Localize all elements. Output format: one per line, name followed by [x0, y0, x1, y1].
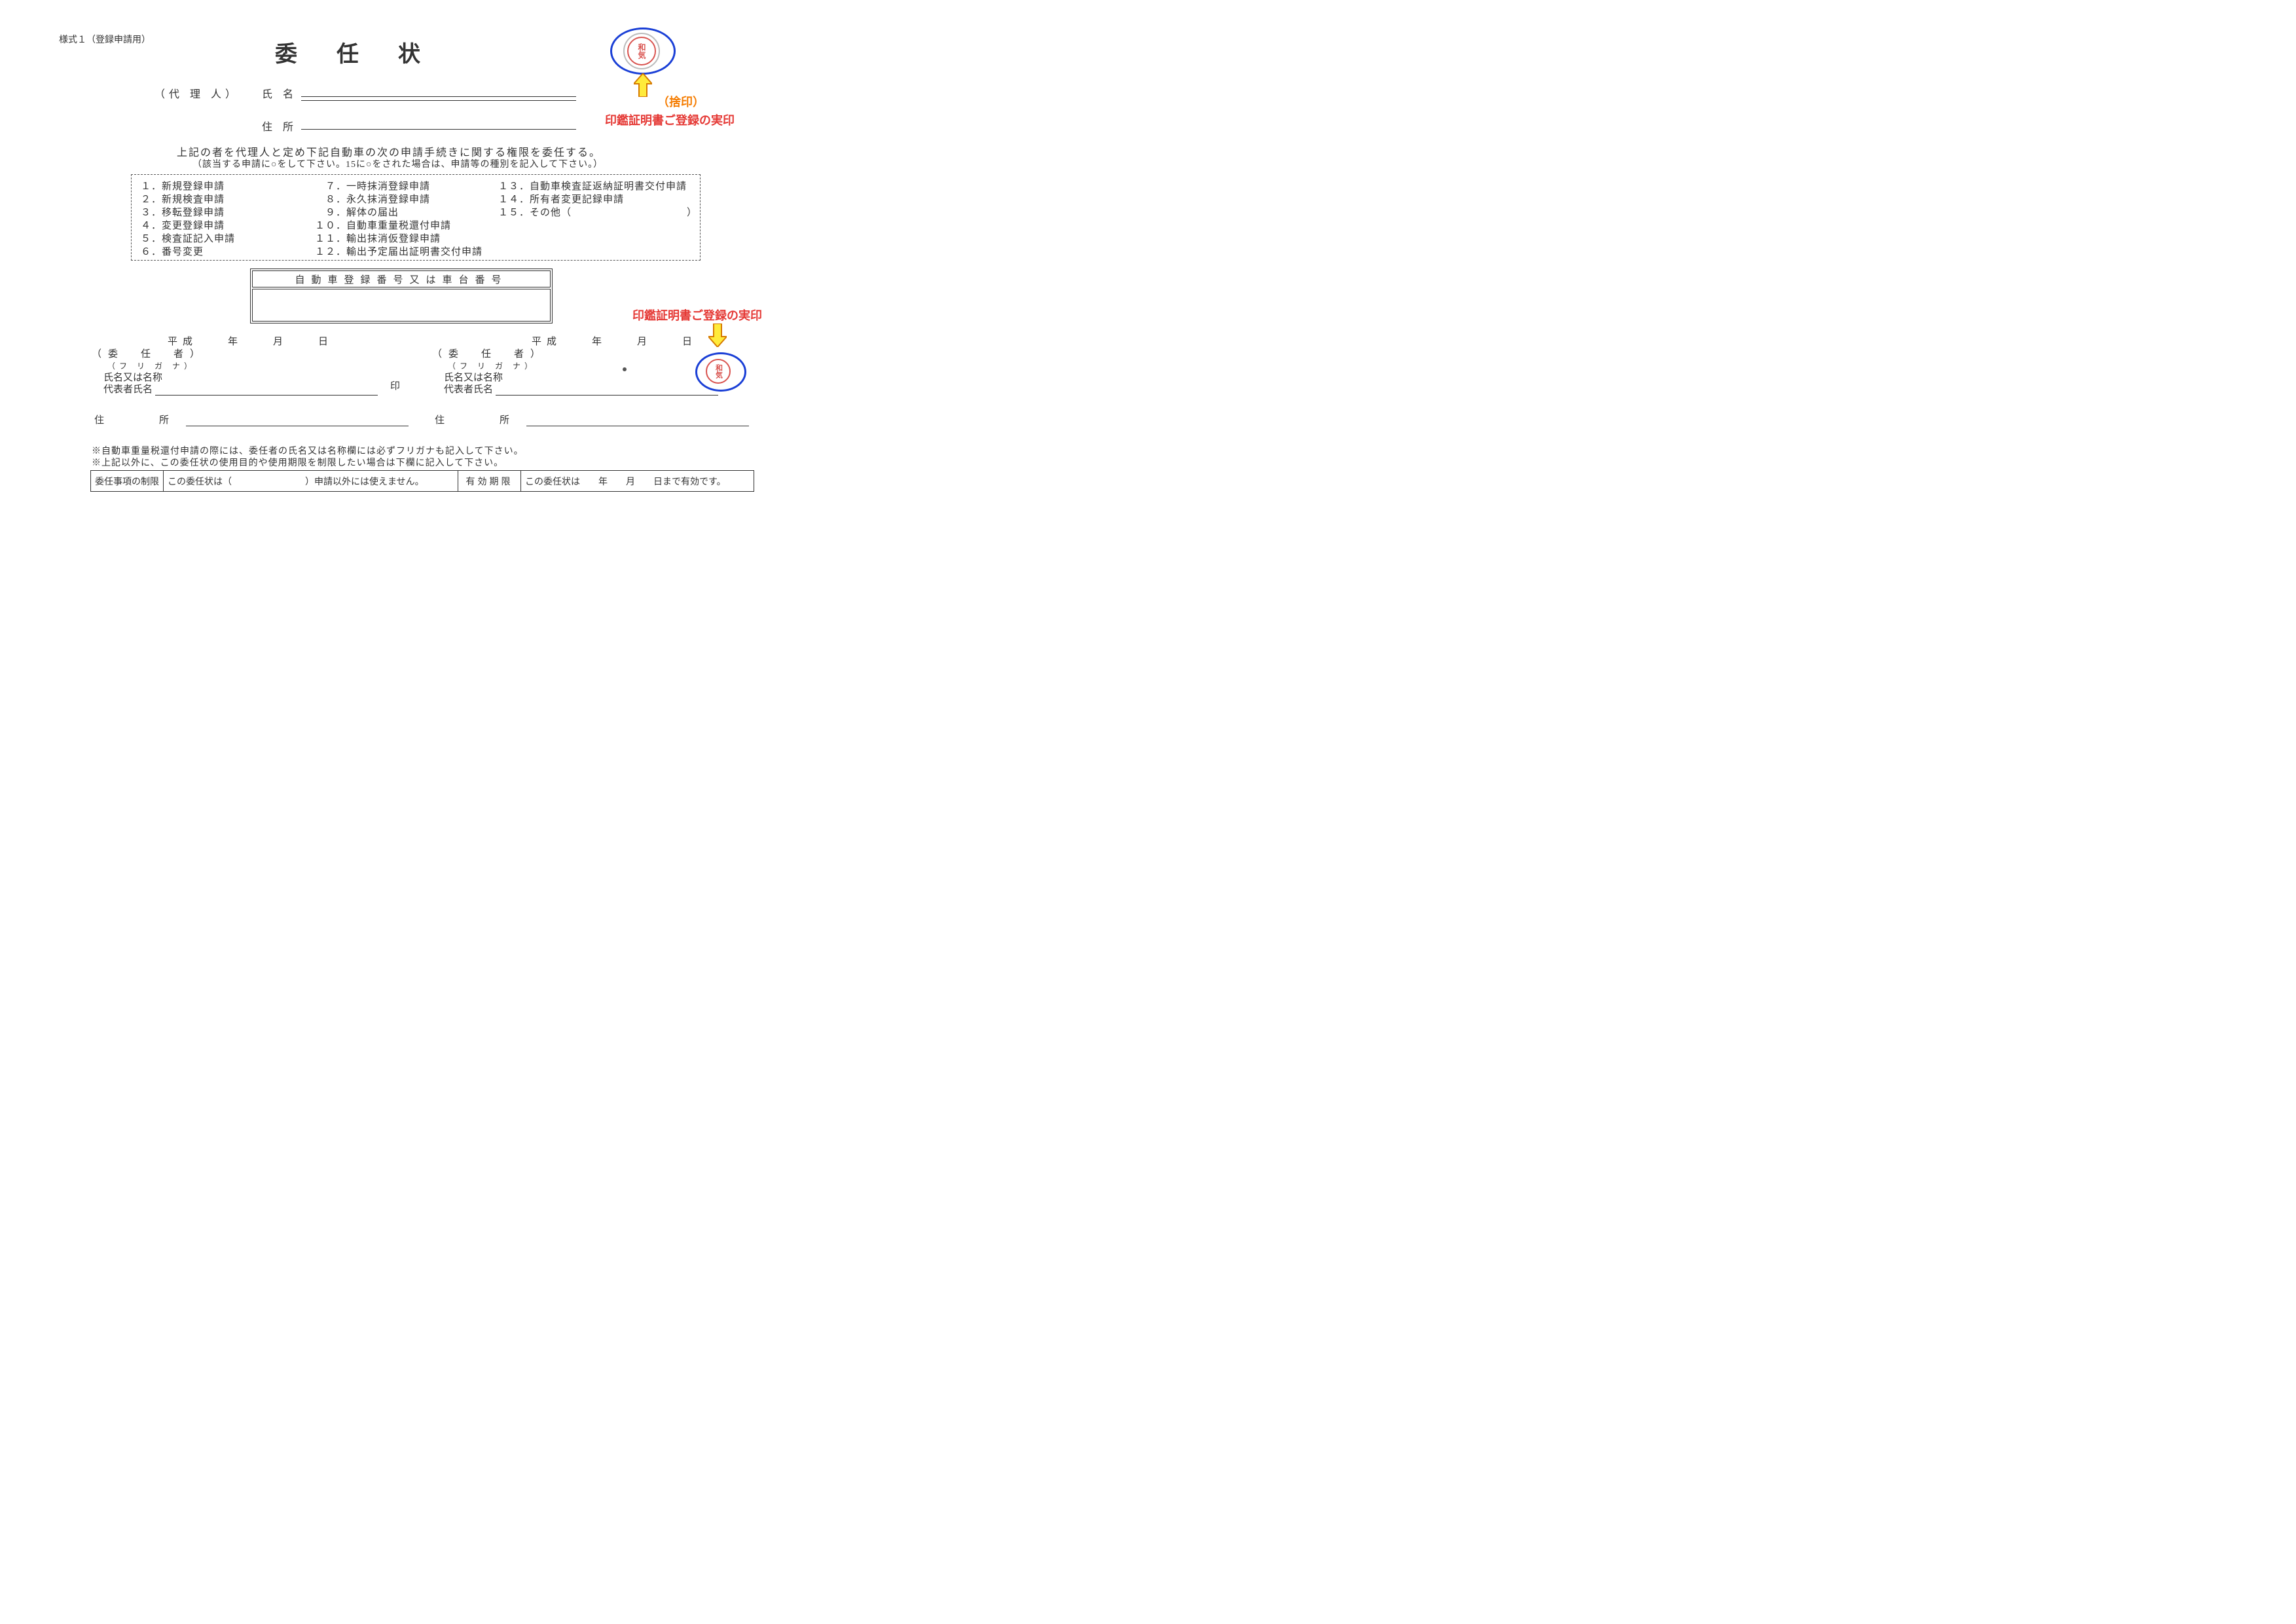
- option-2[interactable]: ２．新規検査申請: [141, 193, 235, 206]
- arrow-up-icon: [634, 73, 652, 97]
- agent-name-line[interactable]: [301, 96, 576, 97]
- agent-name-label: 氏 名: [262, 85, 297, 101]
- option-14[interactable]: １４．所有者変更記録申請: [498, 193, 697, 206]
- option-13[interactable]: １３．自動車検査証返納証明書交付申請: [498, 180, 697, 193]
- annotation-ellipse-bottom: [695, 352, 746, 392]
- furigana-left: （フ リ ガ ナ）: [107, 360, 406, 372]
- options-box: １．新規登録申請 ２．新規検査申請 ３．移転登録申請 ４．変更登録申請 ５．検査…: [131, 174, 701, 261]
- options-col-3: １３．自動車検査証返納証明書交付申請 １４．所有者変更記録申請 １５．その他（ …: [498, 180, 697, 219]
- annotation-seal-note-top: 印鑑証明書ご登録の実印: [605, 111, 735, 128]
- body-text-2: （該当する申請に○をして下さい。15に○をされた場合は、申請等の種別を記入して下…: [192, 157, 603, 170]
- rep-line-left[interactable]: [155, 395, 378, 396]
- annotation-ellipse-top: [610, 28, 676, 75]
- option-10[interactable]: １０．自動車重量税還付申請: [315, 219, 483, 232]
- delegator-rep-label-right: 代表者氏名: [444, 384, 493, 395]
- address-left: 住 所: [94, 413, 409, 426]
- form-id: 様式１（登録申請用）: [59, 33, 151, 46]
- limit-text[interactable]: この委任状は（ ）申請以外には使えません。: [164, 471, 458, 492]
- date-right[interactable]: 平成 年 月 日: [532, 334, 697, 348]
- option-4[interactable]: ４．変更登録申請: [141, 219, 235, 232]
- validity-text[interactable]: この委任状は 年 月 日まで有効です。: [521, 471, 754, 492]
- scan-artifact-dot: [623, 367, 627, 371]
- options-col-2: ７．一時抹消登録申請 ８．永久抹消登録申請 ９．解体の届出 １０．自動車重量税還…: [315, 180, 483, 259]
- regno-header: 自動車登録番号又は車台番号: [252, 270, 551, 287]
- option-8[interactable]: ８．永久抹消登録申請: [315, 193, 483, 206]
- address-label-right: 住 所: [435, 415, 521, 426]
- agent-address-line[interactable]: [301, 129, 576, 130]
- options-col-1: １．新規登録申請 ２．新規検査申請 ３．移転登録申請 ４．変更登録申請 ５．検査…: [141, 180, 235, 259]
- option-9[interactable]: ９．解体の届出: [315, 206, 483, 219]
- document-title: 委任状: [275, 36, 460, 68]
- option-11[interactable]: １１．輸出抹消仮登録申請: [315, 232, 483, 246]
- address-label-left: 住 所: [94, 415, 181, 426]
- note-2: ※上記以外に、この委任状の使用目的や使用期限を制限したい場合は下欄に記入して下さ…: [92, 456, 503, 469]
- validity-label: 有効期限: [458, 471, 521, 492]
- limit-label: 委任事項の制限: [91, 471, 164, 492]
- option-7[interactable]: ７．一時抹消登録申請: [315, 180, 483, 193]
- delegator-rep-label-left: 代表者氏名: [103, 384, 153, 395]
- arrow-down-icon: [708, 323, 727, 347]
- annotation-suttein: （捨印）: [657, 93, 704, 110]
- option-1[interactable]: １．新規登録申請: [141, 180, 235, 193]
- seal-mark-left: 印: [390, 378, 400, 392]
- regno-input-cell[interactable]: [252, 289, 551, 322]
- address-right: 住 所: [435, 413, 749, 426]
- option-6[interactable]: ６．番号変更: [141, 246, 235, 259]
- stamp-placeholder-1: [699, 33, 736, 69]
- option-5[interactable]: ５．検査証記入申請: [141, 232, 235, 246]
- annotation-seal-note-bottom: 印鑑証明書ご登録の実印: [632, 306, 762, 323]
- note-1: ※自動車重量税還付申請の際には、委任者の氏名又は名称欄には必ずフリガナも記入して…: [92, 444, 524, 457]
- agent-name-line-2: [301, 100, 576, 101]
- rep-line-right[interactable]: [496, 395, 718, 396]
- delegator-title-left: （委 任 者）: [92, 348, 406, 360]
- option-3[interactable]: ３．移転登録申請: [141, 206, 235, 219]
- delegator-name-label-left: 氏名又は名称: [103, 372, 406, 384]
- agent-label: （代 理 人）: [155, 85, 240, 101]
- option-12[interactable]: １２．輸出予定届出証明書交付申請: [315, 246, 483, 259]
- registration-number-table: 自動車登録番号又は車台番号: [250, 268, 553, 323]
- agent-address-label: 住 所: [262, 118, 297, 134]
- limit-table: 委任事項の制限 この委任状は（ ）申請以外には使えません。 有効期限 この委任状…: [90, 470, 754, 492]
- delegator-left: （委 任 者） （フ リ ガ ナ） 氏名又は名称 代表者氏名: [92, 348, 406, 396]
- option-15[interactable]: １５．その他（ ）: [498, 206, 697, 219]
- date-left[interactable]: 平成 年 月 日: [168, 334, 333, 348]
